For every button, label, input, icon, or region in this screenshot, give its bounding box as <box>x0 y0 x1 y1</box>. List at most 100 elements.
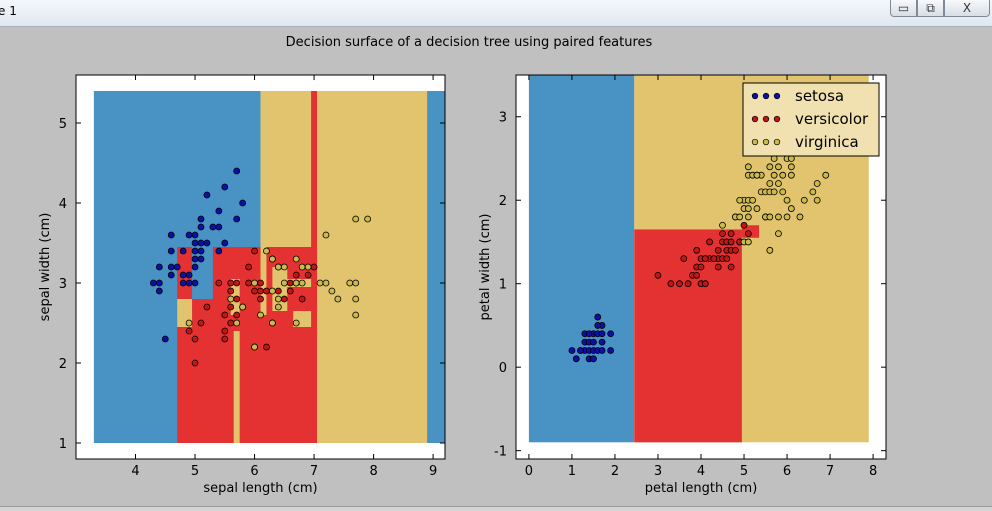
point-versicolor <box>274 287 282 295</box>
point-versicolor <box>280 295 288 303</box>
x-tick-label: 5 <box>740 464 748 479</box>
point-virginica <box>809 188 817 196</box>
point-versicolor <box>667 280 675 288</box>
point-setosa <box>594 313 602 321</box>
point-virginica <box>753 171 761 179</box>
point-versicolor <box>706 238 714 246</box>
point-virginica <box>292 279 300 287</box>
point-virginica <box>744 213 752 221</box>
point-setosa <box>161 335 169 343</box>
x-tick-label: 4 <box>697 464 705 479</box>
point-setosa <box>179 271 187 279</box>
point-versicolor <box>727 263 735 271</box>
point-versicolor <box>191 335 199 343</box>
y-tick-label: 5 <box>59 117 67 132</box>
point-setosa <box>590 338 597 346</box>
point-versicolor <box>304 271 312 279</box>
point-virginica <box>796 213 804 221</box>
point-setosa <box>191 263 199 271</box>
point-setosa <box>167 247 175 255</box>
point-setosa <box>197 247 205 255</box>
point-versicolor <box>714 263 722 271</box>
point-setosa <box>191 255 199 263</box>
point-versicolor <box>727 238 735 246</box>
point-versicolor <box>257 287 264 295</box>
maximize-button[interactable]: ⧉ <box>917 0 944 17</box>
x-tick-label: 5 <box>191 464 199 479</box>
point-virginica <box>749 196 757 204</box>
legend-label-versicolor: versicolor <box>795 110 869 128</box>
point-versicolor <box>740 221 748 229</box>
point-versicolor <box>701 280 709 288</box>
point-setosa <box>197 223 205 231</box>
point-setosa <box>209 223 217 231</box>
point-virginica <box>227 295 235 303</box>
point-versicolor <box>263 343 270 351</box>
point-setosa <box>155 287 163 295</box>
point-versicolor <box>227 303 235 311</box>
close-button[interactable]: X <box>944 0 990 17</box>
point-versicolor <box>227 287 235 295</box>
point-setosa <box>185 279 193 287</box>
point-virginica <box>766 180 774 187</box>
point-versicolor <box>227 279 235 287</box>
point-setosa <box>585 330 593 338</box>
petal-plot-panel: 0 1 2 3 4 5 6 7 8 -1 0 1 2 3 petal length (cm) petal wi… <box>470 60 900 504</box>
x-tick-label: 6 <box>250 464 258 479</box>
x-tick-label: 3 <box>654 464 662 479</box>
point-virginica <box>744 238 752 246</box>
point-virginica <box>770 171 778 179</box>
point-virginica <box>269 255 276 263</box>
point-versicolor <box>257 295 264 303</box>
point-virginica <box>766 163 774 171</box>
point-virginica <box>263 247 270 255</box>
point-virginica <box>322 279 330 287</box>
point-virginica <box>744 205 752 212</box>
point-setosa <box>191 231 199 239</box>
point-versicolor <box>654 271 662 279</box>
point-setosa <box>598 347 606 354</box>
x-tick-label: 1 <box>568 464 576 479</box>
region-virginica <box>233 331 240 443</box>
x-tick-label: 2 <box>611 464 619 479</box>
y-tick-label: 2 <box>59 357 67 372</box>
point-virginica <box>783 196 791 204</box>
point-virginica <box>766 213 774 221</box>
plot-frame <box>75 74 446 460</box>
legend-marker-versicolor <box>762 115 770 123</box>
point-virginica <box>787 163 795 171</box>
point-virginica <box>783 213 791 221</box>
point-setosa <box>233 215 241 223</box>
point-versicolor <box>727 230 735 238</box>
point-versicolor <box>714 246 722 254</box>
point-setosa <box>197 255 205 263</box>
point-versicolor <box>286 287 294 295</box>
point-virginica <box>779 171 787 179</box>
point-setosa <box>203 191 211 199</box>
minimize-button[interactable]: ▭ <box>890 0 917 17</box>
point-virginica <box>352 279 360 287</box>
point-setosa <box>167 271 175 279</box>
point-setosa <box>203 239 211 247</box>
y-tick-label: 4 <box>59 197 67 212</box>
point-virginica <box>787 205 795 212</box>
y-tick-label: 3 <box>499 111 507 126</box>
close-icon: X <box>962 1 972 15</box>
point-virginica <box>316 279 324 287</box>
legend-marker-virginica <box>762 138 770 146</box>
y-tick-label: -1 <box>494 445 507 460</box>
point-virginica <box>813 180 821 187</box>
point-virginica <box>813 196 821 204</box>
point-virginica <box>280 279 288 287</box>
point-setosa <box>598 330 606 338</box>
point-setosa <box>191 247 199 255</box>
x-tick-label: 9 <box>429 464 437 479</box>
point-virginica <box>269 319 276 327</box>
point-virginica <box>251 343 258 351</box>
point-setosa <box>191 239 199 247</box>
point-virginica <box>304 263 312 271</box>
point-virginica <box>185 319 193 327</box>
point-virginica <box>775 163 782 171</box>
x-tick-label: 6 <box>783 464 791 479</box>
point-setosa <box>221 239 229 247</box>
